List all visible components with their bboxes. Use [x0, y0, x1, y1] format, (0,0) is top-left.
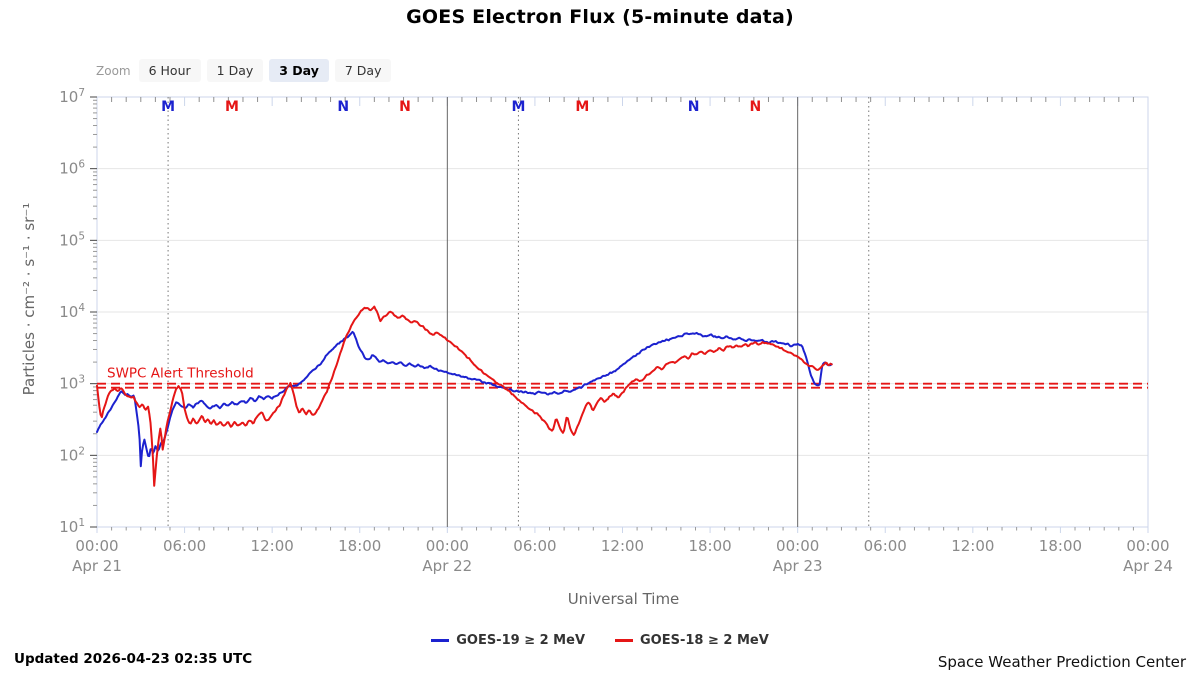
x-date-label: Apr 22	[422, 557, 472, 575]
x-tick-label: 00:00	[75, 537, 118, 555]
x-tick-label: 06:00	[513, 537, 556, 555]
zoom-button-7-day[interactable]: 7 Day	[334, 59, 392, 82]
x-date-label: Apr 23	[773, 557, 823, 575]
series-line-goes-18	[96, 305, 833, 487]
series-line-goes-19	[96, 330, 833, 468]
y-tick-label: 103	[59, 374, 85, 393]
local-midnight-marker: M	[225, 99, 239, 115]
zoom-range-control: Zoom 6 Hour 1 Day 3 Day 7 Day	[96, 59, 397, 82]
x-date-label: Apr 21	[72, 557, 122, 575]
x-tick-label: 06:00	[864, 537, 907, 555]
zoom-button-6-hour[interactable]: 6 Hour	[138, 59, 201, 82]
legend-item-goes-18[interactable]: GOES-18 ≥ 2 MeV	[615, 633, 769, 648]
x-tick-label: 06:00	[163, 537, 206, 555]
local-midnight-marker: M	[511, 99, 525, 115]
updated-timestamp: Updated 2026-04-23 02:35 UTC	[14, 651, 253, 667]
swpc-credit: Space Weather Prediction Center	[937, 653, 1186, 671]
x-date-label: Apr 24	[1123, 557, 1173, 575]
x-tick-label: 00:00	[776, 537, 819, 555]
x-tick-label: 12:00	[601, 537, 644, 555]
local-midnight-marker: M	[161, 99, 175, 115]
legend-item-label: GOES-18 ≥ 2 MeV	[640, 633, 769, 648]
y-tick-label: 105	[59, 230, 85, 249]
zoom-button-1-day[interactable]: 1 Day	[206, 59, 264, 82]
y-axis-title: Particles · cm⁻² · s⁻¹ · sr⁻¹	[20, 202, 38, 396]
x-tick-label: 12:00	[251, 537, 294, 555]
legend-item-label: GOES-19 ≥ 2 MeV	[456, 633, 585, 648]
threshold-label: SWPC Alert Threshold	[107, 366, 254, 382]
x-tick-label: 18:00	[1039, 537, 1082, 555]
legend: GOES-19 ≥ 2 MeV GOES-18 ≥ 2 MeV	[0, 633, 1200, 648]
x-tick-label: 18:00	[688, 537, 731, 555]
y-tick-label: 106	[59, 159, 85, 178]
y-tick-label: 107	[59, 87, 85, 106]
local-noon-marker: N	[399, 99, 411, 115]
x-tick-label: 00:00	[1126, 537, 1169, 555]
x-axis-title: Universal Time	[567, 590, 680, 608]
y-tick-label: 102	[59, 445, 85, 464]
x-tick-label: 00:00	[426, 537, 469, 555]
local-midnight-marker: M	[575, 99, 589, 115]
zoom-button-3-day[interactable]: 3 Day	[269, 59, 329, 82]
x-tick-label: 18:00	[338, 537, 381, 555]
legend-item-goes-19[interactable]: GOES-19 ≥ 2 MeV	[431, 633, 585, 648]
local-noon-marker: N	[749, 99, 761, 115]
x-tick-label: 12:00	[951, 537, 994, 555]
zoom-control-label: Zoom	[96, 63, 131, 78]
legend-line-swatch	[431, 639, 450, 642]
legend-line-swatch	[615, 639, 633, 642]
local-noon-marker: N	[688, 99, 700, 115]
y-tick-label: 104	[59, 302, 85, 321]
local-noon-marker: N	[337, 99, 349, 115]
y-tick-label: 101	[59, 517, 85, 536]
chart-title: GOES Electron Flux (5-minute data)	[406, 6, 794, 28]
